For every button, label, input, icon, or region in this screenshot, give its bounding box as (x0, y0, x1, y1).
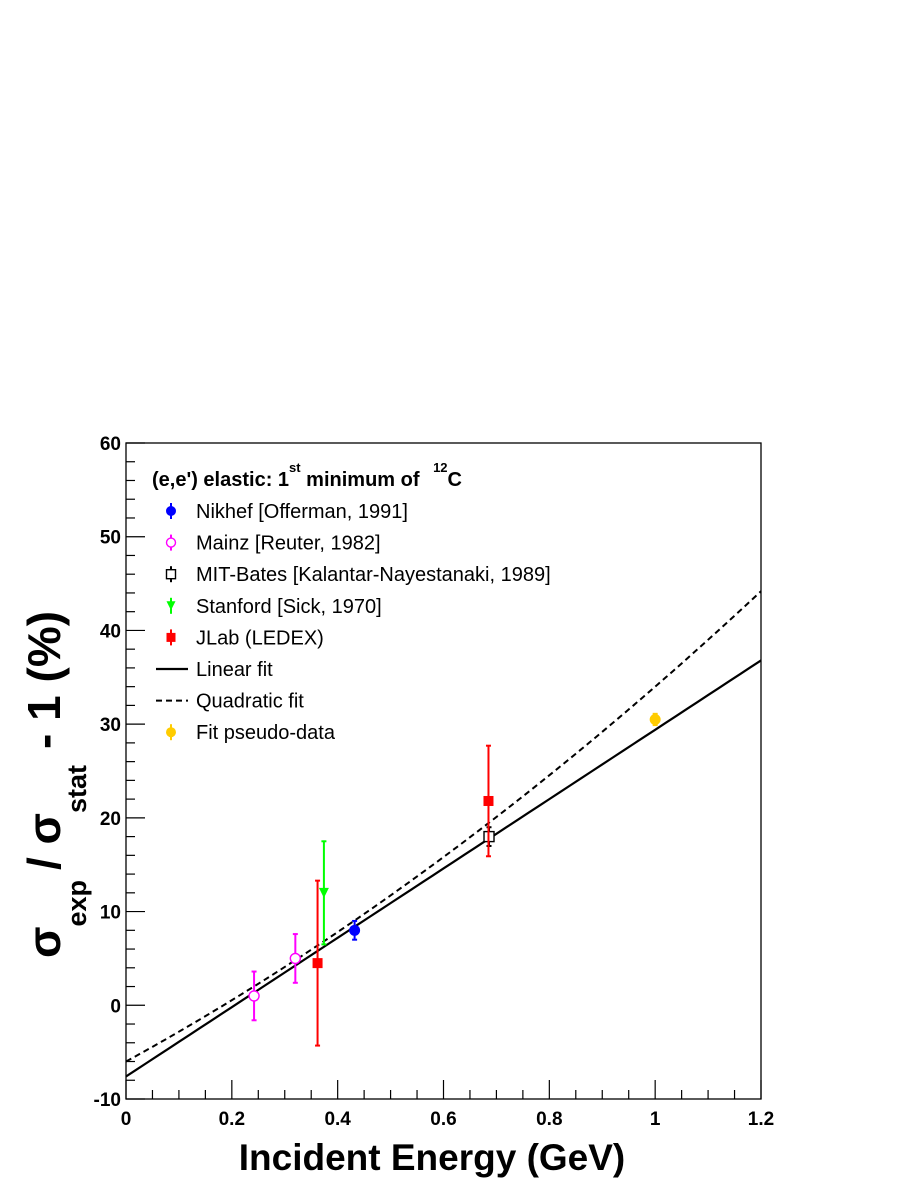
legend-entry: Fit pseudo-data (166, 722, 336, 744)
data-point (483, 744, 494, 858)
data-point (318, 840, 329, 946)
y-tick-label: 50 (100, 528, 121, 549)
data-point (289, 933, 302, 984)
legend-swatch (166, 632, 176, 642)
y-axis-title: σexp/ σstat- 1 (%) (18, 611, 92, 958)
y-tick-label: -10 (94, 1090, 121, 1111)
legend-entry: Stanford [Sick, 1970] (166, 596, 382, 618)
x-tick-label: 0.4 (324, 1109, 351, 1130)
y-tick-label: 0 (110, 996, 121, 1017)
x-tick-label: 0.8 (536, 1109, 562, 1130)
legend-entry: Linear fit (156, 659, 273, 681)
x-axis-title: Incident Energy (GeV) (239, 1137, 626, 1178)
quadratic-fit-curve (125, 590, 762, 1063)
legend-swatch (166, 506, 176, 516)
legend-swatch (165, 569, 177, 580)
legend: (e,e') elastic: 1st minimum of 12C Nikhe… (152, 460, 551, 744)
legend-entry: MIT-Bates [Kalantar-Nayestanaki, 1989] (165, 564, 551, 586)
data-point (248, 970, 260, 1022)
y-tick-label: 20 (100, 809, 121, 830)
legend-swatch (165, 537, 177, 548)
data-point (312, 879, 323, 1047)
point-marker (483, 795, 494, 806)
legend-entry: Nikhef [Offerman, 1991] (166, 501, 408, 523)
data-points (248, 712, 661, 1047)
legend-label: JLab (LEDEX) (196, 627, 324, 649)
y-tick-label: 30 (100, 715, 121, 736)
fit-curves (125, 590, 762, 1078)
legend-entry: Quadratic fit (156, 691, 304, 713)
y-tick-label: 40 (100, 621, 121, 642)
svg-text:σexp/ σstat- 1 (%): σexp/ σstat- 1 (%) (18, 611, 92, 958)
legend-label: Mainz [Reuter, 1982] (196, 533, 381, 555)
x-tick-label: 0 (121, 1109, 132, 1130)
legend-entry: JLab (LEDEX) (166, 627, 324, 649)
legend-label: Quadratic fit (196, 691, 304, 713)
x-tick-label: 1.2 (748, 1109, 774, 1130)
point-marker (349, 924, 361, 936)
point-marker (289, 952, 302, 965)
data-point (649, 712, 661, 727)
axis-ticks (125, 442, 762, 1100)
legend-swatch (166, 727, 176, 738)
data-point (349, 919, 361, 941)
legend-label: MIT-Bates [Kalantar-Nayestanaki, 1989] (196, 564, 551, 586)
point-marker (312, 958, 323, 969)
x-tick-label: 0.6 (430, 1109, 456, 1130)
legend-header: (e,e') elastic: 1st minimum of 12C (152, 460, 462, 491)
legend-label: Linear fit (196, 659, 273, 681)
legend-swatch (166, 601, 176, 611)
legend-label: Fit pseudo-data (196, 722, 336, 744)
legend-label: Stanford [Sick, 1970] (196, 596, 382, 618)
point-marker (248, 990, 260, 1002)
x-tick-label: 0.2 (219, 1109, 245, 1130)
y-tick-label: 10 (100, 903, 121, 924)
x-tick-label: 1 (650, 1109, 661, 1130)
point-marker (318, 887, 329, 898)
legend-entry: Mainz [Reuter, 1982] (165, 533, 381, 555)
linear-fit-line (125, 659, 762, 1078)
legend-label: Nikhef [Offerman, 1991] (196, 501, 408, 523)
point-marker (649, 713, 661, 725)
y-tick-label: 60 (100, 434, 121, 455)
